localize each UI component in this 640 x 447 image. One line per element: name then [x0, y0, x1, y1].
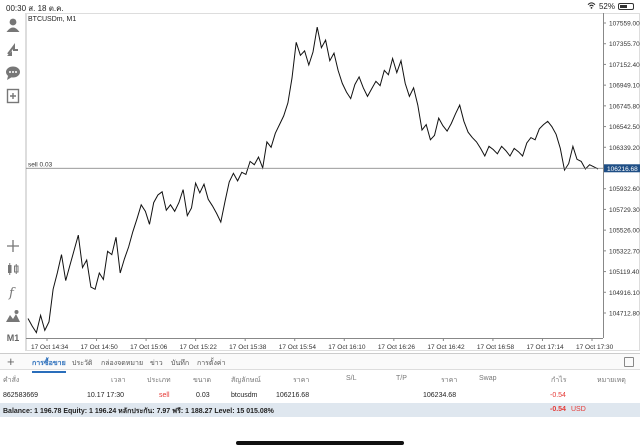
col-time: เวลา	[111, 377, 126, 384]
account-icon[interactable]	[4, 16, 22, 34]
add-icon[interactable]: +	[7, 354, 15, 369]
col-swap: Swap	[479, 375, 497, 382]
col-type: ประเภท	[147, 377, 171, 384]
order-open-price: 106216.68	[276, 392, 310, 399]
order-current-price: 106234.68	[423, 392, 457, 399]
balance-summary: Balance: 1 196.78 Equity: 1 196.24 หลักป…	[3, 408, 274, 415]
col-symbol: สัญลักษณ์	[231, 377, 261, 384]
current-price-label: 106216.68	[607, 166, 638, 173]
total-profit: -0.54	[550, 406, 566, 413]
home-indicator[interactable]	[236, 441, 404, 445]
order-volume: 0.03	[196, 392, 210, 399]
status-time: 00:30 ส. 18 ต.ค.	[6, 4, 64, 13]
time-tick-label: 17 Oct 15:38	[229, 344, 267, 351]
balance-bar: Balance: 1 196.78 Equity: 1 196.24 หลักป…	[0, 403, 640, 417]
time-tick-label: 17 Oct 15:54	[279, 344, 317, 351]
col-open-price: ราคา	[293, 377, 310, 384]
order-time: 10.17 17:30	[87, 392, 124, 399]
trade-arrows-icon[interactable]	[4, 41, 22, 59]
battery-icon	[618, 3, 634, 10]
order-profit: -0.54	[550, 392, 566, 399]
current-price-tag	[604, 164, 640, 173]
battery-percent: 52%	[598, 2, 615, 11]
trade-table: คำสั่ง เวลา ประเภท ขนาด สัญลักษณ์ ราคา S…	[0, 370, 640, 404]
time-tick-label: 17 Oct 16:42	[427, 344, 465, 351]
price-tick-label: 105322.70	[609, 248, 640, 255]
time-tick-label: 17 Oct 16:26	[378, 344, 416, 351]
price-tick-label: 107152.40	[609, 62, 640, 69]
status-bar: 00:30 ส. 18 ต.ค. 52%	[0, 0, 640, 13]
tab-journal[interactable]: บันทึก	[171, 360, 190, 367]
objects-icon[interactable]	[4, 307, 22, 325]
tab-history[interactable]: ประวัติ	[72, 360, 93, 367]
tab-news[interactable]: ข่าว	[150, 360, 163, 367]
col-volume: ขนาด	[193, 377, 212, 384]
col-profit: กำไร	[551, 377, 567, 384]
time-tick-label: 17 Oct 14:34	[31, 344, 69, 351]
chart-canvas: 107559.00 107355.70 107152.40 106949.10 1067…	[26, 13, 640, 351]
price-tick-label: 105729.30	[609, 207, 640, 214]
price-tick-label: 105932.60	[609, 186, 640, 193]
wifi-icon	[587, 2, 596, 11]
price-tick-label: 106949.10	[609, 83, 640, 90]
time-tick-label: 17 Oct 15:22	[180, 344, 218, 351]
time-tick-label: 17 Oct 15:06	[130, 344, 168, 351]
terminal-tabs: + การซื้อขาย ประวัติ กล่องจดหมาย ข่าว บั…	[0, 353, 640, 373]
chat-icon[interactable]	[4, 64, 22, 82]
tab-settings[interactable]: การตั้งค่า	[197, 360, 226, 367]
chart-type-icon[interactable]	[4, 260, 22, 278]
chart-symbol-title: BTCUSDm, M1	[28, 16, 77, 23]
price-tick-label: 104712.80	[609, 311, 640, 318]
price-chart[interactable]: 107559.00 107355.70 107152.40 106949.10 1067…	[26, 13, 640, 351]
col-comment: หมายเหตุ	[597, 377, 626, 384]
chart-frame	[26, 13, 640, 351]
time-tick-label: 17 Oct 16:58	[477, 344, 515, 351]
maximize-icon[interactable]	[624, 357, 634, 367]
time-tick-label: 17 Oct 17:14	[526, 344, 564, 351]
col-tp: T/P	[396, 375, 407, 382]
indicators-icon[interactable]: f	[4, 283, 22, 301]
table-row[interactable]: 862583669 10.17 17:30 sell 0.03 btcusdm …	[0, 387, 640, 404]
currency-label: USD	[571, 406, 586, 413]
order-symbol: btcusdm	[231, 392, 258, 399]
price-tick-label: 105526.00	[609, 228, 640, 235]
col-order: คำสั่ง	[3, 377, 20, 384]
price-tick-label: 106339.20	[609, 145, 640, 152]
col-sl: S/L	[346, 375, 357, 382]
order-type: sell	[159, 392, 170, 399]
chart-toolbar: f M1	[0, 13, 26, 351]
timeframe-button[interactable]: M1	[6, 333, 20, 343]
time-tick-label: 17 Oct 17:30	[576, 344, 614, 351]
tab-trade[interactable]: การซื้อขาย	[32, 360, 66, 373]
table-header: คำสั่ง เวลา ประเภท ขนาด สัญลักษณ์ ราคา S…	[0, 370, 640, 387]
price-tick-label: 106745.80	[609, 103, 640, 110]
price-tick-label: 105119.40	[609, 269, 640, 276]
price-line	[27, 27, 599, 334]
tab-mailbox[interactable]: กล่องจดหมาย	[101, 360, 144, 367]
time-tick-label: 17 Oct 16:10	[328, 344, 366, 351]
sell-order-label: sell 0.03	[28, 161, 53, 168]
svg-text:f: f	[8, 286, 16, 300]
col-price: ราคา	[441, 377, 458, 384]
price-tick-label: 104916.10	[609, 290, 640, 297]
new-order-icon[interactable]	[4, 87, 22, 105]
price-tick-label: 107559.00	[609, 21, 640, 28]
crosshair-icon[interactable]	[4, 237, 22, 255]
price-tick-label: 106542.50	[609, 124, 640, 131]
price-tick-label: 107355.70	[609, 41, 640, 48]
order-id: 862583669	[3, 392, 39, 399]
time-tick-label: 17 Oct 14:50	[81, 344, 119, 351]
